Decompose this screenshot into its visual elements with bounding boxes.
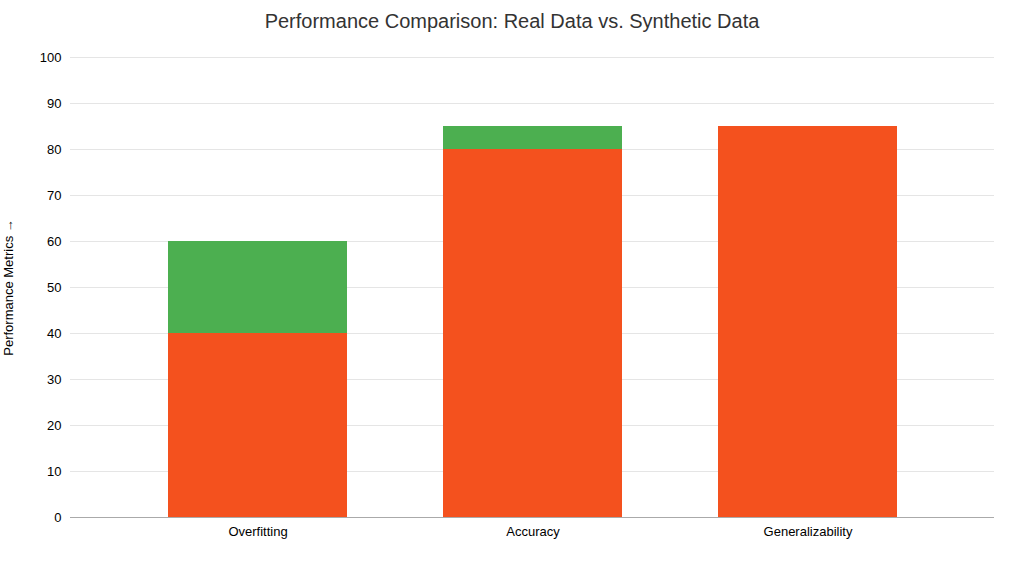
svg-text:90: 90 [47, 96, 61, 111]
svg-text:70: 70 [47, 188, 61, 203]
svg-text:80: 80 [47, 142, 61, 157]
svg-text:30: 30 [47, 372, 61, 387]
svg-text:0: 0 [54, 510, 61, 525]
svg-text:20: 20 [47, 418, 61, 433]
svg-text:50: 50 [47, 280, 61, 295]
svg-text:Performance Metrics →: Performance Metrics → [1, 219, 16, 356]
svg-text:10: 10 [47, 464, 61, 479]
svg-text:100: 100 [40, 50, 62, 65]
svg-text:Overfitting: Overfitting [228, 524, 287, 539]
svg-text:40: 40 [47, 326, 61, 341]
svg-text:Accuracy: Accuracy [506, 524, 560, 539]
svg-text:Generalizability: Generalizability [764, 524, 853, 539]
html-text:Performance Comparison: Real D: Performance Comparison: Real Data vs. Sy… [264, 10, 760, 32]
svg-text:60: 60 [47, 234, 61, 249]
